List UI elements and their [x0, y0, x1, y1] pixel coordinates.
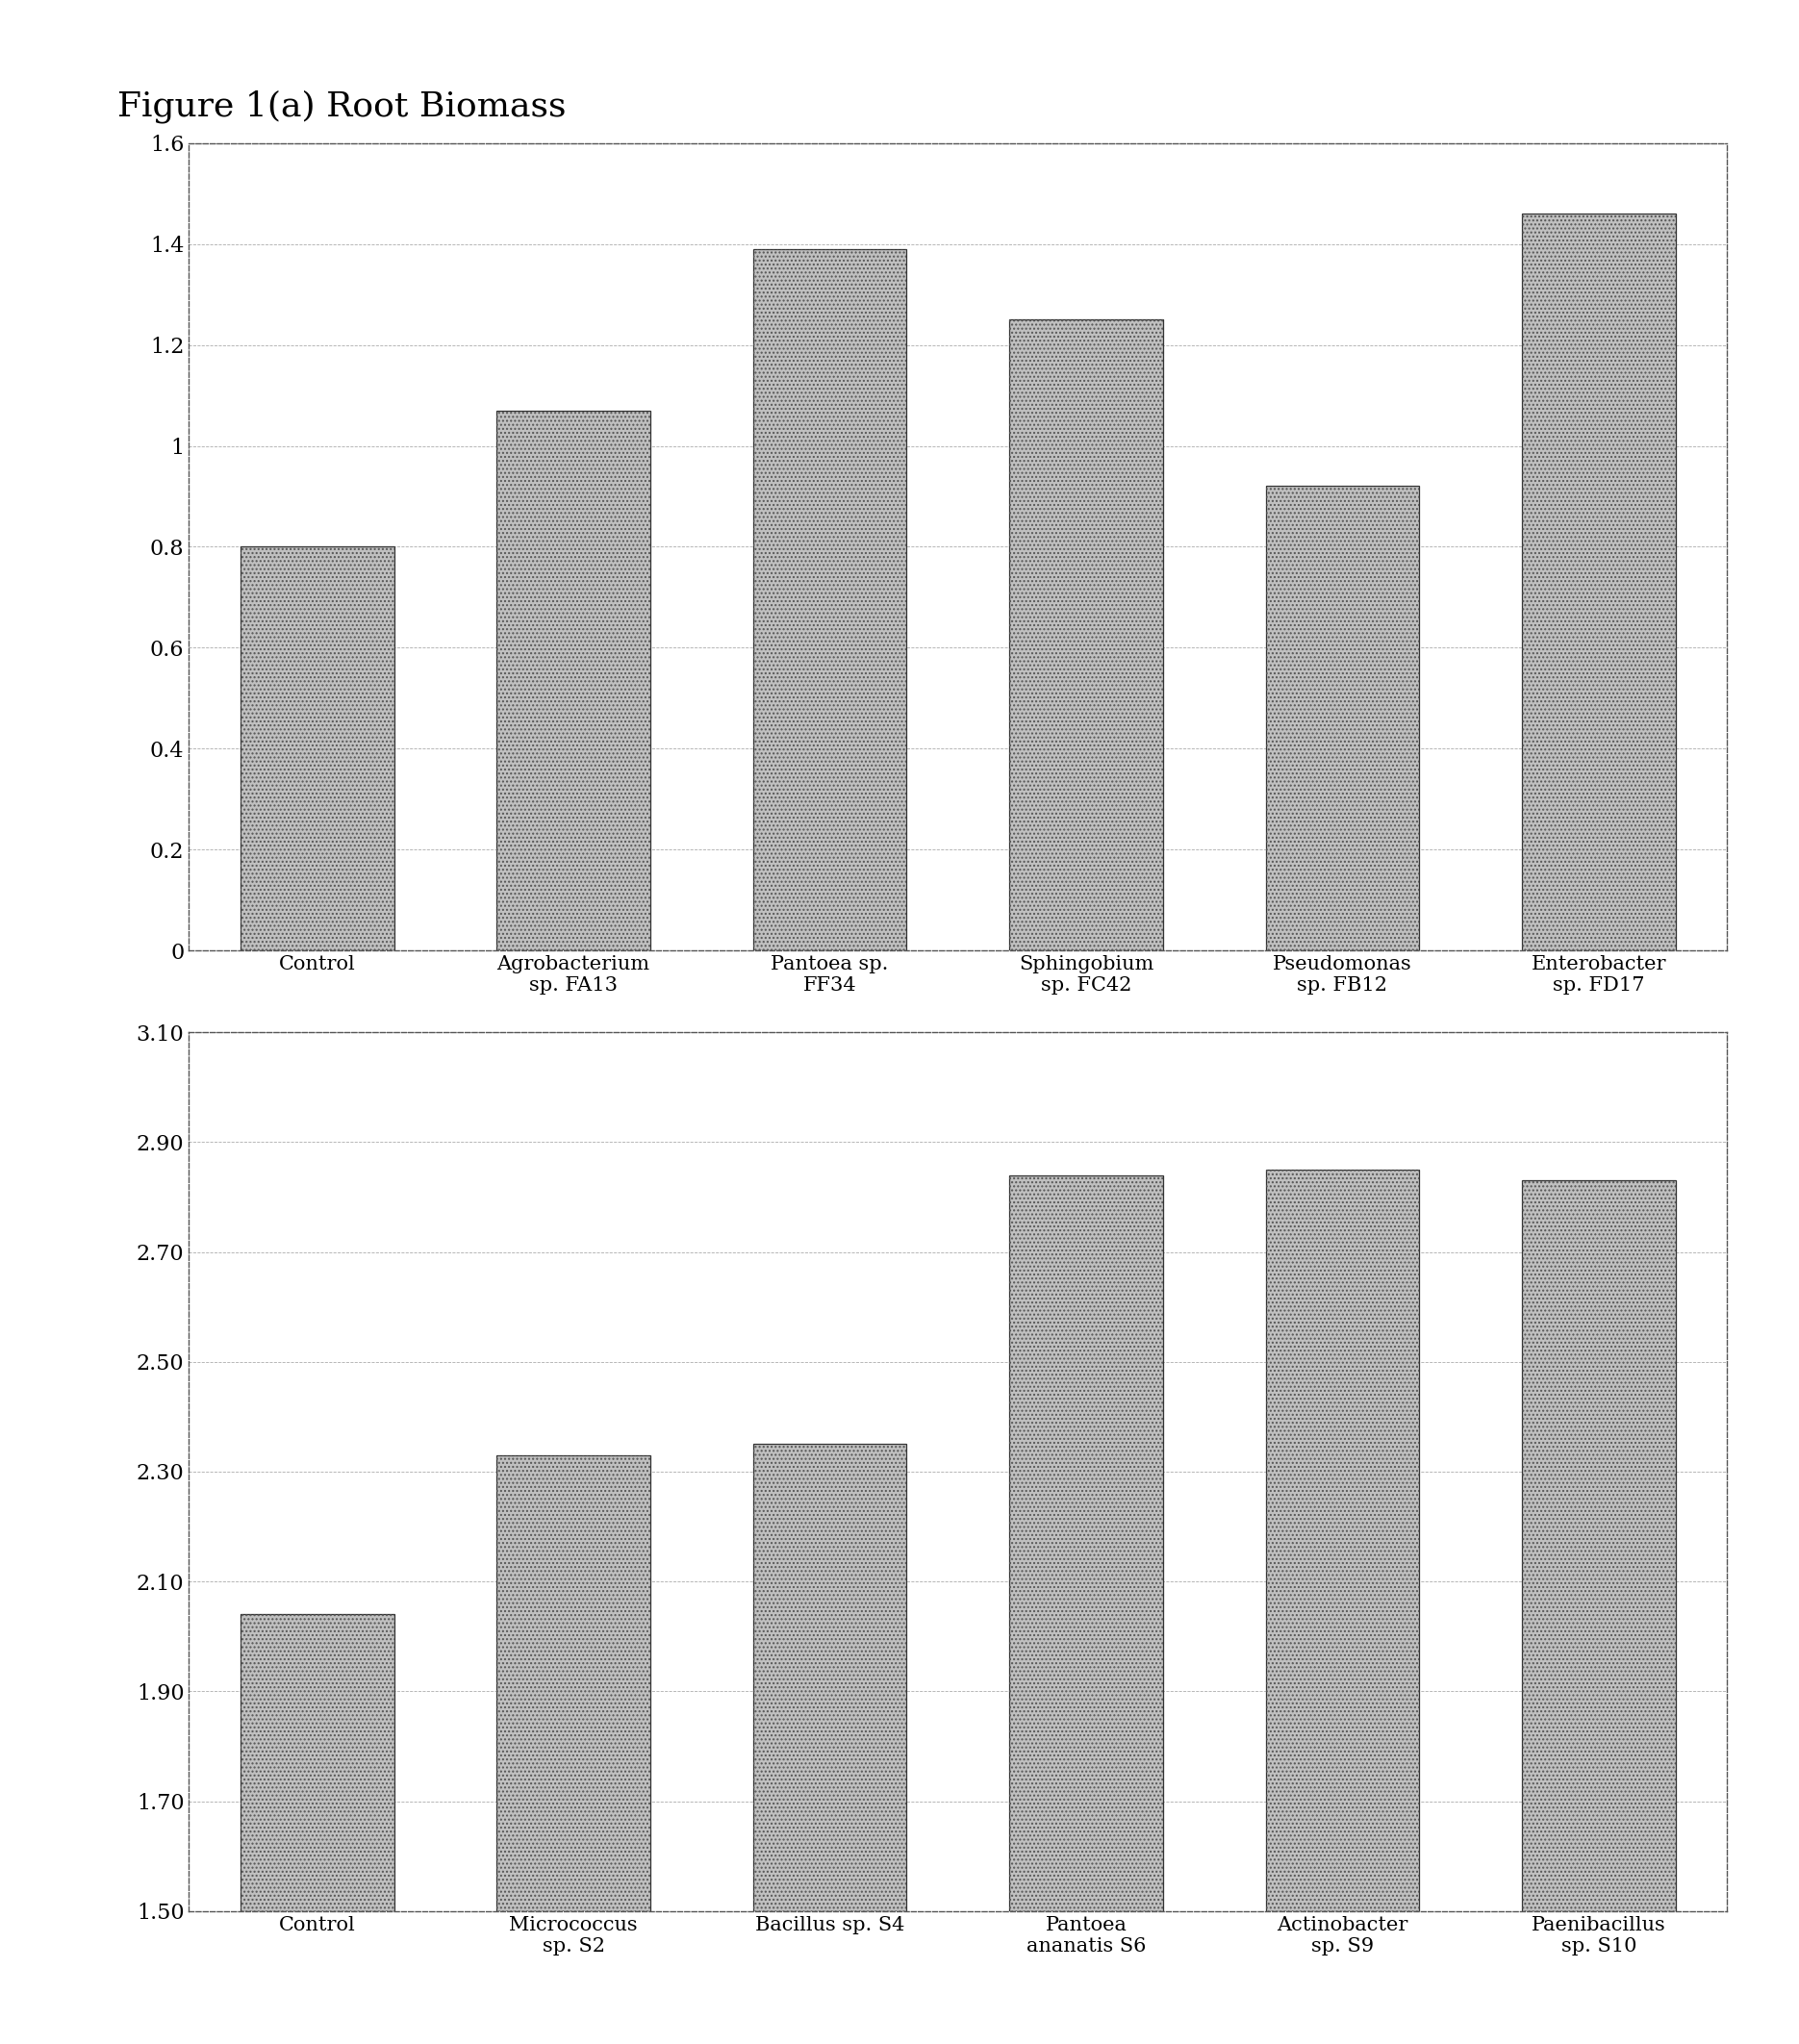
Bar — [239, 546, 394, 950]
Bar — [497, 1455, 651, 1911]
Bar — [1266, 486, 1419, 950]
Bar — [1522, 215, 1677, 950]
Bar — [754, 249, 907, 950]
Bar — [1522, 1181, 1677, 1911]
Bar — [754, 249, 907, 950]
Bar — [1009, 319, 1164, 950]
Bar — [1009, 1175, 1164, 1911]
Text: Figure 1(a) Root Biomass: Figure 1(a) Root Biomass — [117, 90, 565, 123]
Bar — [1009, 1175, 1164, 1911]
Bar — [239, 546, 394, 950]
Bar — [1266, 1169, 1419, 1911]
Bar — [754, 1445, 907, 1911]
Bar — [1009, 319, 1164, 950]
Bar — [1522, 1181, 1677, 1911]
Bar — [239, 1615, 394, 1911]
Bar — [497, 1455, 651, 1911]
Bar — [239, 1615, 394, 1911]
Bar — [497, 411, 651, 950]
Bar — [1266, 1169, 1419, 1911]
Bar — [754, 1445, 907, 1911]
Bar — [497, 411, 651, 950]
Bar — [1522, 215, 1677, 950]
Bar — [1266, 486, 1419, 950]
